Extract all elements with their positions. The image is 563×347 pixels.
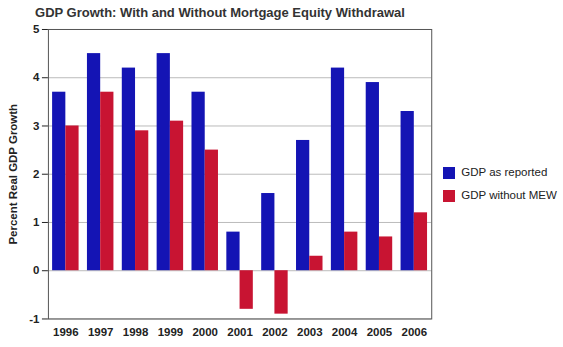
svg-text:1996: 1996	[53, 326, 79, 338]
svg-text:2004: 2004	[332, 326, 358, 338]
svg-text:0: 0	[33, 264, 39, 276]
html-text:GDP without MEW: GDP without MEW	[461, 188, 557, 201]
svg-text:2: 2	[33, 168, 39, 180]
html-text:GDP Growth: With and Without M: GDP Growth: With and Without Mortgage Eq…	[35, 5, 405, 20]
svg-text:Percent Real GDP Growth: Percent Real GDP Growth	[7, 104, 19, 245]
svg-text:4: 4	[33, 71, 40, 83]
svg-text:2005: 2005	[367, 326, 393, 338]
svg-text:2001: 2001	[227, 326, 253, 338]
svg-text:-1: -1	[29, 313, 40, 325]
svg-text:1997: 1997	[88, 326, 114, 338]
svg-text:1: 1	[33, 216, 40, 228]
svg-text:3: 3	[33, 120, 39, 132]
svg-text:1999: 1999	[158, 326, 184, 338]
svg-text:2003: 2003	[297, 326, 323, 338]
svg-text:5: 5	[33, 23, 40, 35]
svg-text:1998: 1998	[123, 326, 149, 338]
html-text:GDP as reported: GDP as reported	[461, 165, 548, 178]
svg-text:2006: 2006	[402, 326, 428, 338]
svg-text:2000: 2000	[192, 326, 218, 338]
svg-text:2002: 2002	[262, 326, 288, 338]
